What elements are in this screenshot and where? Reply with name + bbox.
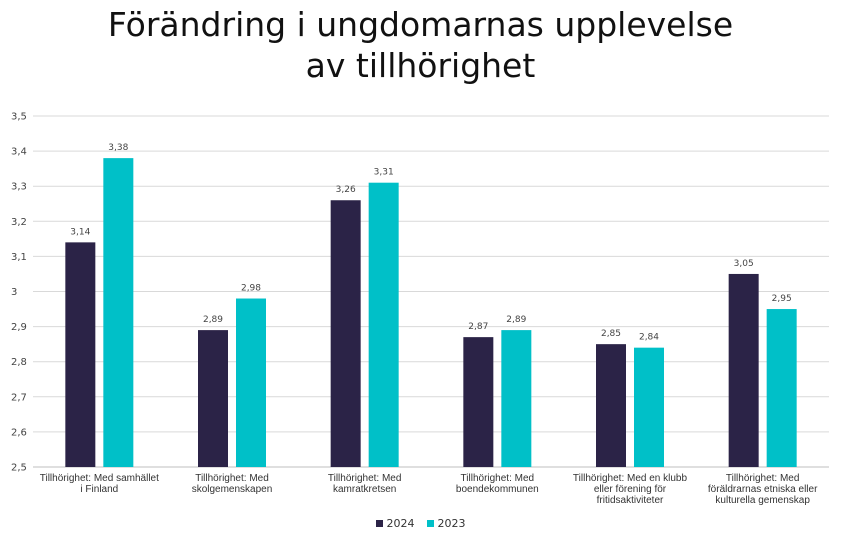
x-tick-label-line: eller förening för xyxy=(594,484,667,495)
y-tick-label: 3,3 xyxy=(11,182,27,193)
bar-2024-2 xyxy=(330,200,361,468)
legend-label-2024: 2024 xyxy=(386,517,415,530)
data-label-2024-5: 3,05 xyxy=(734,259,754,269)
data-label-2023-2: 3,31 xyxy=(374,168,394,178)
data-label-2024-0: 3,14 xyxy=(70,227,90,237)
data-label-2023-5: 2,95 xyxy=(772,294,792,304)
bar-2023-4 xyxy=(634,347,664,467)
x-tick-label: Tillhörighet: Med en klubb eller förening… xyxy=(573,473,688,506)
x-tick-label: Tillhörighet: Med kamratkretsen xyxy=(328,473,402,495)
data-label-2024-1: 2,89 xyxy=(203,315,223,325)
bar-2024-5 xyxy=(728,273,759,467)
bars xyxy=(65,158,797,468)
bar-2023-5 xyxy=(766,309,797,467)
data-label-2024-2: 3,26 xyxy=(336,185,356,195)
legend: 2024 2023 xyxy=(0,517,841,530)
x-tick-label-line: kamratkretsen xyxy=(333,484,396,495)
y-tick-label: 2,9 xyxy=(11,322,27,333)
y-tick-label: 2,7 xyxy=(11,392,27,403)
bar-2023-2 xyxy=(368,182,399,467)
data-label-2024-4: 2,85 xyxy=(601,329,621,339)
x-tick-label: Tillhörighet: Med skolgemenskapen xyxy=(192,473,273,495)
data-labels: 3,14 3,38 2,89 2,98 3,26 3,31 2,87 2,89 2,85 2,84… xyxy=(70,143,791,343)
x-tick-label-line: Tillhörighet: Med xyxy=(328,473,402,484)
y-axis-ticks: 2,5 2,6 2,7 2,8 2,9 3 3,1 3,2 3,3 3,4 3,5 xyxy=(11,112,27,474)
x-tick-label-line: Tillhörighet: Med en klubb xyxy=(573,473,688,484)
y-tick-label: 3,2 xyxy=(11,217,27,228)
x-tick-label-line: boendekommunen xyxy=(456,484,539,495)
bar-2024-3 xyxy=(463,337,494,467)
data-label-2023-3: 2,89 xyxy=(506,315,526,325)
legend-swatch-2024 xyxy=(375,520,383,527)
bar-2024-4 xyxy=(596,344,626,467)
legend-item-2023: 2023 xyxy=(426,517,466,530)
chart-title: Förändring i ungdomarnas upplevelse av t… xyxy=(0,4,841,86)
x-tick-label-line: fritidsaktiviteter xyxy=(597,495,664,506)
data-label-2023-4: 2,84 xyxy=(639,333,659,343)
y-tick-label: 2,8 xyxy=(11,357,27,368)
bar-2024-1 xyxy=(198,330,228,467)
data-label-2023-0: 3,38 xyxy=(108,143,128,153)
bar-2023-1 xyxy=(236,298,266,467)
chart-title-line-2: av tillhörighet xyxy=(305,46,536,85)
bar-2024-0 xyxy=(65,242,96,467)
x-tick-label-line: skolgemenskapen xyxy=(192,484,273,495)
legend-label-2023: 2023 xyxy=(437,517,466,530)
y-tick-label: 2,6 xyxy=(11,427,27,438)
x-tick-label-line: i Finland xyxy=(80,484,118,495)
x-tick-label-line: Tillhörighet: Med xyxy=(195,473,269,484)
x-tick-label: Tillhörighet: Med boendekommunen xyxy=(456,473,539,495)
x-tick-label-line: Tillhörighet: Med xyxy=(461,473,535,484)
bar-2023-0 xyxy=(103,158,134,467)
legend-item-2024: 2024 xyxy=(375,517,415,530)
x-tick-label-line: föräldrarnas etniska eller xyxy=(708,484,818,495)
x-axis-ticks: Tillhörighet: Med samhället i FinlandTill… xyxy=(40,473,818,506)
x-tick-label-line: kulturella gemenskap xyxy=(715,495,810,506)
y-tick-label: 2,5 xyxy=(11,463,27,474)
y-tick-label: 3,5 xyxy=(11,112,27,123)
bar-2023-3 xyxy=(501,330,532,467)
y-tick-label: 3,4 xyxy=(11,147,27,158)
x-tick-label-line: Tillhörighet: Med xyxy=(726,473,800,484)
legend-swatch-2023 xyxy=(426,520,434,527)
chart-title-line-1: Förändring i ungdomarnas upplevelse xyxy=(107,5,734,44)
x-tick-label-line: Tillhörighet: Med samhället xyxy=(40,473,159,484)
y-tick-label: 3,1 xyxy=(11,252,27,263)
gridlines xyxy=(33,115,829,468)
data-label-2024-3: 2,87 xyxy=(468,322,488,332)
y-tick-label: 3 xyxy=(11,287,17,298)
x-tick-label: Tillhörighet: Med samhället i Finland xyxy=(40,473,159,495)
data-label-2023-1: 2,98 xyxy=(241,284,261,294)
x-tick-label: Tillhörighet: Med föräldrarnas etniska el… xyxy=(708,473,818,506)
